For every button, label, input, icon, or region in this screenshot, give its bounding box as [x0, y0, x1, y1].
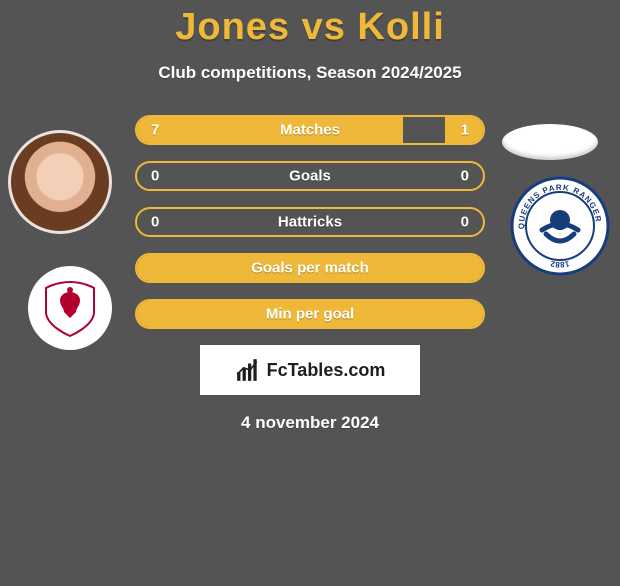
- club-crest-right: QUEENS PARK RANGERS 1882: [510, 176, 610, 276]
- stat-row: 0 Hattricks 0: [135, 207, 485, 237]
- player-avatar-right: [502, 124, 598, 160]
- chart-bars-icon: [235, 357, 261, 383]
- stat-value-right: 1: [461, 122, 469, 139]
- stat-row: Min per goal: [135, 299, 485, 329]
- date: 4 november 2024: [0, 413, 620, 433]
- page-title: Jones vs Kolli: [0, 6, 620, 49]
- subtitle: Club competitions, Season 2024/2025: [0, 63, 620, 83]
- crest-right-icon: QUEENS PARK RANGERS 1882: [510, 176, 610, 276]
- stat-fill-left: [137, 301, 483, 327]
- stat-label: Hattricks: [137, 214, 483, 231]
- stat-value-left: 0: [151, 168, 159, 185]
- stat-label: Goals: [137, 168, 483, 185]
- player-avatar-left: [8, 130, 112, 234]
- stats-container: 7 Matches 1 0 Goals 0 0 Hattricks 0 Goal…: [135, 115, 485, 329]
- club-crest-left: [28, 266, 112, 350]
- stat-value-left: 7: [151, 122, 159, 139]
- stat-row: 7 Matches 1: [135, 115, 485, 145]
- brand-label: FcTables.com: [267, 360, 386, 381]
- stat-value-right: 0: [461, 168, 469, 185]
- stat-row: 0 Goals 0: [135, 161, 485, 191]
- stat-row: Goals per match: [135, 253, 485, 283]
- stat-value-right: 0: [461, 214, 469, 231]
- brand-box[interactable]: FcTables.com: [200, 345, 420, 395]
- stat-fill-left: [137, 255, 483, 281]
- stat-value-left: 0: [151, 214, 159, 231]
- crest-left-icon: [40, 278, 100, 338]
- stat-fill-left: [137, 117, 403, 143]
